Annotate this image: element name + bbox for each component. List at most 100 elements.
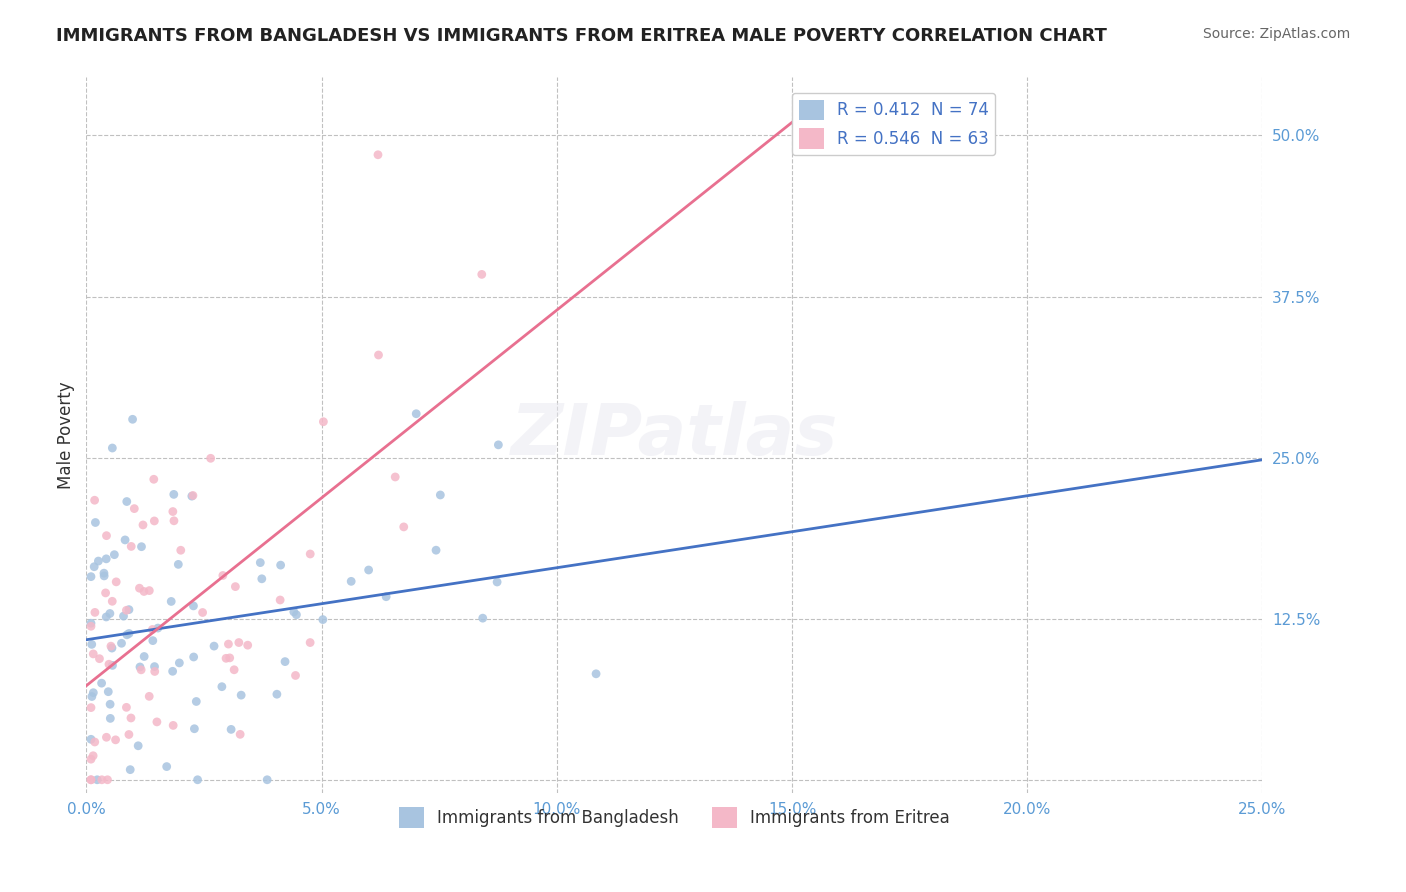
Point (170, 543, 193, 558)
Point (115, 628, 138, 642)
Point (83, 559, 105, 574)
Point (202, 639, 225, 653)
Point (83, 735, 105, 749)
Point (256, 772, 278, 787)
Point (94, 586, 117, 600)
Point (143, 659, 166, 673)
Point (156, 759, 179, 773)
Point (121, 412, 143, 426)
Point (429, 488, 451, 502)
Point (224, 663, 246, 677)
Point (93, 566, 115, 581)
Point (80, 700, 103, 714)
Point (127, 739, 149, 753)
Point (367, 348, 389, 362)
Point (80, 752, 103, 766)
Point (250, 572, 273, 586)
Point (270, 558, 292, 573)
Point (124, 501, 146, 516)
Point (100, 639, 122, 653)
Point (283, 605, 305, 619)
Point (129, 663, 152, 677)
Point (219, 723, 242, 737)
Text: IMMIGRANTS FROM BANGLADESH VS IMMIGRANTS FROM ERITREA MALE POVERTY CORRELATION C: IMMIGRANTS FROM BANGLADESH VS IMMIGRANTS… (56, 27, 1107, 45)
Point (80, 569, 103, 583)
Point (132, 584, 155, 599)
Y-axis label: Male Poverty: Male Poverty (58, 381, 75, 489)
Point (104, 732, 127, 747)
Point (131, 540, 153, 554)
Point (367, 147, 389, 161)
Point (169, 656, 191, 670)
Point (312, 415, 335, 429)
Point (486, 438, 509, 452)
Point (162, 718, 184, 732)
Point (146, 621, 169, 635)
Point (87, 554, 110, 568)
Point (162, 504, 184, 518)
Point (229, 727, 252, 741)
Point (138, 690, 160, 704)
Point (211, 680, 233, 694)
Point (115, 603, 138, 617)
Point (181, 488, 204, 502)
Point (118, 727, 141, 741)
Point (471, 611, 494, 625)
Point (132, 518, 155, 533)
Point (269, 593, 291, 607)
Point (120, 763, 142, 777)
Point (101, 641, 124, 656)
Point (128, 581, 150, 595)
Point (96, 772, 118, 787)
Point (143, 665, 166, 679)
Point (218, 651, 240, 665)
Point (86, 772, 108, 787)
Point (101, 441, 124, 455)
Point (585, 666, 607, 681)
Point (143, 514, 166, 528)
Point (98, 711, 121, 725)
Point (163, 487, 186, 501)
Point (84, 606, 107, 620)
Point (357, 563, 380, 577)
Point (187, 772, 209, 787)
Point (215, 651, 238, 665)
Point (80, 690, 103, 704)
Point (142, 633, 165, 648)
Point (191, 606, 214, 620)
Point (146, 714, 169, 729)
Point (80, 772, 103, 787)
Point (96, 552, 118, 566)
Point (115, 494, 138, 508)
Point (97, 684, 120, 698)
Point (160, 594, 183, 608)
Point (384, 470, 406, 484)
Point (217, 637, 239, 651)
Point (120, 540, 142, 554)
Point (134, 649, 156, 664)
Point (98, 657, 121, 672)
Point (167, 558, 190, 572)
Point (118, 626, 141, 640)
Point (80, 637, 103, 651)
Point (285, 607, 308, 622)
Point (375, 590, 398, 604)
Point (284, 668, 307, 682)
Point (274, 655, 297, 669)
Point (84, 516, 107, 530)
Point (425, 543, 447, 558)
Point (90, 772, 112, 787)
Point (103, 548, 125, 562)
Point (212, 568, 235, 582)
Point (200, 451, 222, 466)
Point (120, 711, 142, 725)
Point (249, 556, 271, 570)
Point (228, 635, 250, 649)
Point (82, 647, 104, 661)
Point (340, 574, 363, 589)
Point (82, 686, 104, 700)
Point (90, 676, 112, 690)
Point (112, 609, 135, 624)
Point (80, 619, 103, 633)
Point (129, 660, 152, 674)
